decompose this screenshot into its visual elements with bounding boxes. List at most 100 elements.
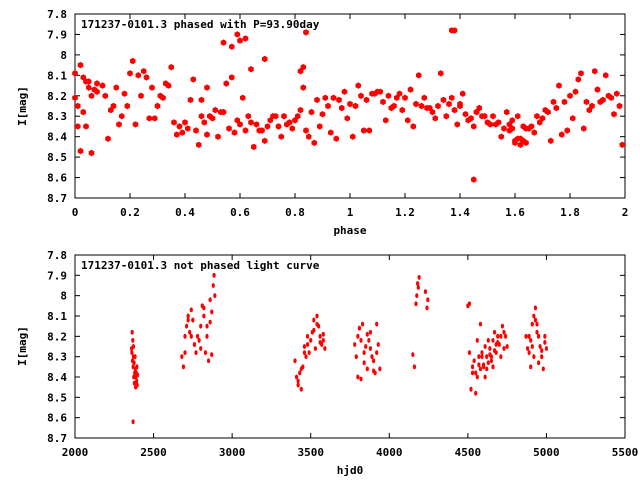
data-point <box>174 131 180 138</box>
data-point <box>322 94 328 101</box>
data-point <box>163 80 169 87</box>
data-point <box>305 333 310 339</box>
data-point <box>515 135 521 142</box>
data-point <box>168 64 174 71</box>
data-point <box>505 344 509 349</box>
data-point <box>352 102 359 110</box>
data-point <box>218 108 224 116</box>
data-point <box>385 92 392 99</box>
y-tick-label: 7.9 <box>47 269 67 282</box>
data-point <box>321 331 325 337</box>
y-tick-label: 8.3 <box>47 351 67 364</box>
data-point <box>469 386 473 392</box>
data-point <box>179 129 185 136</box>
data-point <box>138 92 144 99</box>
data-point <box>180 354 184 360</box>
data-point <box>188 329 192 335</box>
data-point <box>473 108 480 116</box>
data-point <box>298 370 302 376</box>
y-tick-label: 7.8 <box>47 8 67 21</box>
data-point <box>410 123 416 130</box>
data-point <box>135 378 139 384</box>
data-point <box>394 94 400 101</box>
data-point <box>405 117 411 124</box>
data-point <box>356 333 360 339</box>
data-point <box>196 141 202 148</box>
data-point <box>213 293 217 299</box>
y-tick-label: 8 <box>60 49 67 62</box>
data-point <box>190 76 196 83</box>
data-point <box>423 289 428 294</box>
data-point <box>347 100 353 108</box>
data-point <box>380 98 386 106</box>
data-point <box>471 176 477 183</box>
data-point <box>152 115 158 122</box>
data-point <box>363 96 370 104</box>
data-point <box>312 317 316 323</box>
data-point <box>207 113 213 120</box>
data-point <box>341 88 348 95</box>
data-point <box>313 346 318 351</box>
data-point <box>597 98 603 106</box>
data-point <box>509 125 515 132</box>
data-point <box>524 333 528 339</box>
data-point <box>251 143 257 151</box>
data-point <box>240 94 246 101</box>
data-point <box>532 313 536 319</box>
data-point <box>182 119 188 126</box>
data-point <box>223 80 229 87</box>
data-point <box>541 366 545 372</box>
data-point <box>399 106 405 114</box>
data-point <box>530 344 534 349</box>
data-point <box>359 338 363 343</box>
data-point <box>226 125 232 132</box>
data-point <box>102 92 108 99</box>
data-point <box>135 364 139 370</box>
data-point <box>483 374 487 380</box>
data-point <box>339 104 345 112</box>
data-point <box>315 313 319 319</box>
data-point <box>589 102 595 110</box>
data-point <box>198 96 205 104</box>
data-point <box>191 317 195 323</box>
data-point <box>171 119 177 126</box>
data-point <box>489 358 494 364</box>
data-point <box>229 43 235 50</box>
data-point <box>534 113 540 120</box>
y-tick-label: 8.1 <box>47 69 67 82</box>
data-point <box>575 76 581 83</box>
data-point <box>475 338 479 343</box>
data-point <box>302 344 307 349</box>
data-point <box>195 333 200 339</box>
y-tick-label: 8.3 <box>47 110 67 123</box>
data-point <box>199 346 203 351</box>
data-point <box>292 117 298 124</box>
data-point <box>411 352 415 358</box>
data-point <box>361 127 367 134</box>
data-point <box>242 127 249 134</box>
data-point <box>467 301 472 307</box>
x-tick-label: 0.2 <box>120 206 140 219</box>
data-point <box>535 329 539 335</box>
data-point <box>366 127 372 134</box>
x-tick-label: 1.2 <box>395 206 415 219</box>
data-point <box>371 368 376 374</box>
data-point <box>359 376 363 382</box>
data-point <box>154 102 161 110</box>
data-point <box>377 88 383 95</box>
data-point <box>483 344 487 349</box>
data-point <box>364 344 368 349</box>
data-point <box>504 108 510 116</box>
data-point <box>275 123 282 130</box>
data-point <box>536 333 541 339</box>
y-axis-label: I[mag] <box>16 86 29 126</box>
data-point <box>492 329 497 335</box>
data-point <box>319 111 326 118</box>
data-point <box>487 121 493 128</box>
x-tick-label: 2000 <box>62 446 89 459</box>
data-point <box>498 133 504 140</box>
data-point <box>157 92 163 99</box>
data-point <box>306 133 312 140</box>
data-point <box>113 84 119 91</box>
data-point <box>474 390 478 396</box>
